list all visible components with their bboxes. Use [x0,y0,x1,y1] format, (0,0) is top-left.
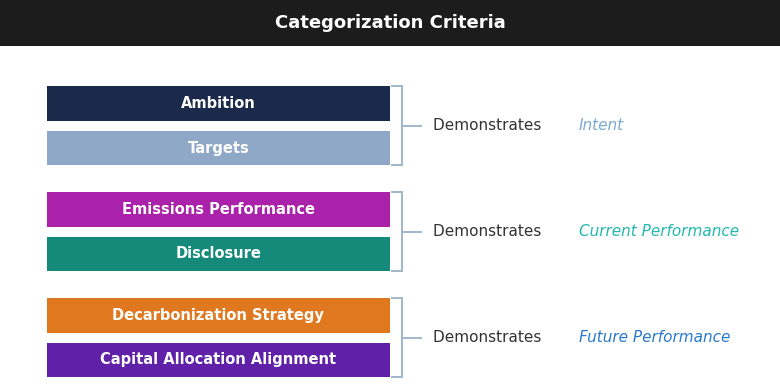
FancyBboxPatch shape [47,131,390,166]
Text: Disclosure: Disclosure [176,246,261,261]
Text: Intent: Intent [579,118,624,133]
Text: Current Performance: Current Performance [579,224,739,239]
Text: Demonstrates: Demonstrates [433,118,546,133]
Text: Capital Allocation Alignment: Capital Allocation Alignment [101,352,336,367]
FancyBboxPatch shape [47,343,390,377]
Text: Targets: Targets [187,141,250,156]
Text: Demonstrates: Demonstrates [433,224,546,239]
Text: Emissions Performance: Emissions Performance [122,202,315,217]
Text: Future Performance: Future Performance [579,330,730,345]
Text: Decarbonization Strategy: Decarbonization Strategy [112,308,324,323]
FancyBboxPatch shape [47,86,390,121]
FancyBboxPatch shape [47,236,390,271]
Text: Demonstrates: Demonstrates [433,330,546,345]
Text: Categorization Criteria: Categorization Criteria [275,14,505,32]
Text: Ambition: Ambition [181,96,256,111]
FancyBboxPatch shape [47,192,390,227]
FancyBboxPatch shape [47,298,390,333]
